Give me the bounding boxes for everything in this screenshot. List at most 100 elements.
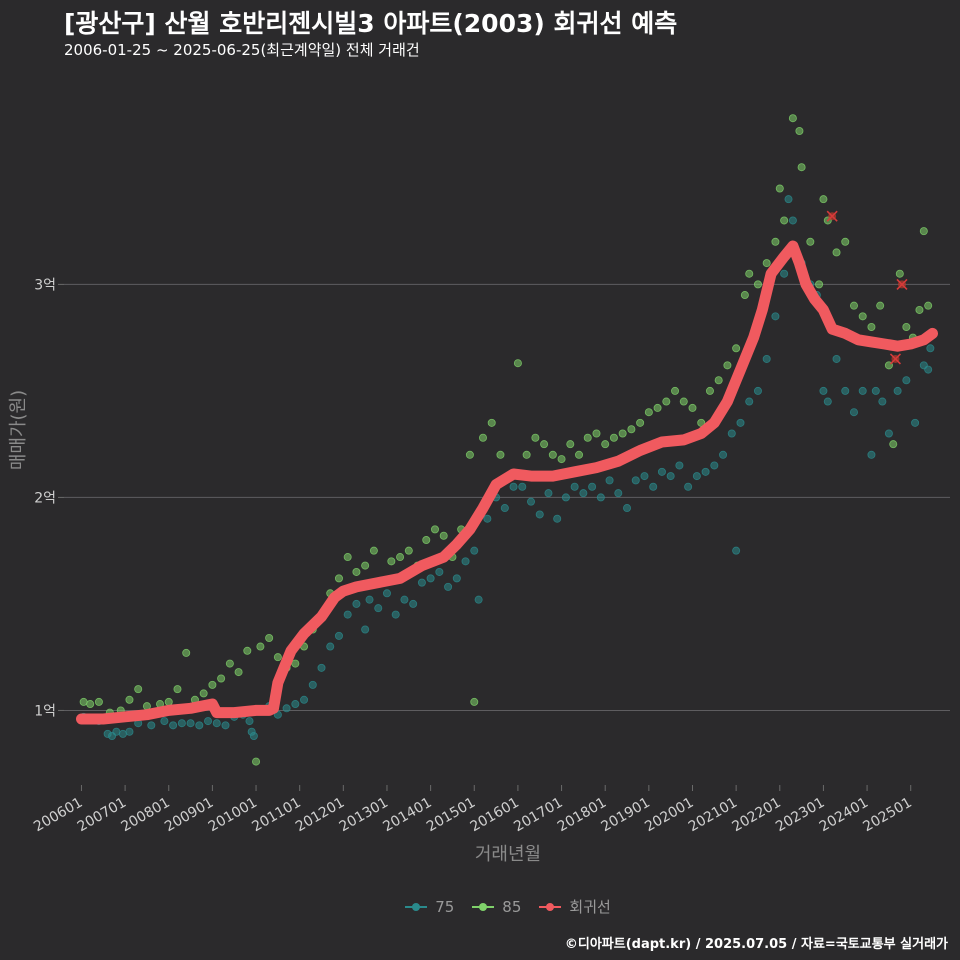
point-75-58 — [553, 514, 562, 523]
point-75-86 — [784, 195, 793, 204]
point-75-78 — [727, 429, 736, 438]
point-85-92 — [849, 301, 858, 310]
point-75-43 — [426, 574, 435, 583]
point-75-101 — [893, 386, 902, 395]
point-75-96 — [858, 386, 867, 395]
point-85-67 — [662, 397, 671, 406]
point-85-2 — [94, 697, 103, 706]
point-85-6 — [134, 685, 143, 694]
point-75-52 — [500, 504, 509, 513]
y-tick-layer: 1억 2억 3억 — [34, 277, 56, 719]
point-85-59 — [592, 429, 601, 438]
point-75-44 — [435, 567, 444, 576]
point-85-99 — [902, 322, 911, 331]
point-85-24 — [291, 659, 300, 668]
point-85-79 — [762, 259, 771, 268]
point-75-77 — [719, 450, 728, 459]
point-85-85 — [797, 163, 806, 172]
x-tick-label: 201701 — [511, 795, 565, 836]
point-85-39 — [422, 536, 431, 545]
point-75-106 — [926, 344, 935, 353]
x-tick-label: 202001 — [642, 795, 696, 836]
x-tick-label: 201501 — [424, 795, 478, 836]
legend-regression-label: 회귀선 — [569, 898, 611, 916]
point-85-75 — [732, 344, 741, 353]
point-75-30 — [317, 663, 326, 672]
x-tick-label: 201801 — [555, 795, 609, 836]
point-75-71 — [666, 472, 675, 481]
point-75-32 — [334, 631, 343, 640]
point-75-27 — [291, 700, 300, 709]
point-85-36 — [396, 553, 405, 562]
point-75-105 — [924, 365, 933, 374]
source-credit: ©디아파트(dapt.kr) / 2025.07.05 / 자료=국토교통부 실… — [564, 937, 948, 952]
legend-item-regression[interactable]: 회귀선 — [539, 896, 611, 917]
point-85-22 — [273, 653, 282, 662]
x-tick-label: 201001 — [206, 795, 260, 836]
point-85-72 — [705, 386, 714, 395]
point-85-83 — [788, 114, 797, 123]
point-75-11 — [169, 721, 178, 730]
legend-85-dot — [479, 902, 488, 911]
point-75-6 — [118, 729, 127, 738]
point-85-17 — [234, 668, 243, 677]
point-75-59 — [561, 493, 570, 502]
point-75-61 — [579, 489, 588, 498]
point-85-58 — [583, 433, 592, 442]
x-tick-label: 200601 — [31, 795, 85, 836]
point-75-92 — [823, 397, 832, 406]
regression-layer — [76, 240, 938, 725]
point-75-47 — [461, 557, 470, 566]
point-75-60 — [570, 482, 579, 491]
point-75-39 — [391, 610, 400, 619]
point-75-49 — [474, 595, 483, 604]
point-85-54 — [548, 450, 557, 459]
point-85-94 — [867, 322, 876, 331]
point-85-21 — [265, 634, 274, 643]
legend-75-marker-icon — [405, 901, 428, 913]
point-75-102 — [902, 376, 911, 385]
point-85-20 — [256, 642, 265, 651]
point-85-50 — [513, 359, 522, 368]
point-85-47 — [487, 418, 496, 427]
x-tick-label: 202101 — [686, 795, 740, 836]
point-85-97 — [889, 440, 898, 449]
highlight-marker-0 — [826, 210, 838, 222]
point-75-103 — [911, 418, 920, 427]
point-75-98 — [871, 386, 880, 395]
point-75-84 — [771, 312, 780, 321]
point-75-75 — [701, 467, 710, 476]
point-75-55 — [527, 497, 536, 506]
point-75-54 — [518, 482, 527, 491]
point-75-22 — [249, 732, 258, 741]
point-85-90 — [832, 248, 841, 257]
point-75-72 — [675, 461, 684, 470]
x-tick-label: 200801 — [118, 795, 172, 836]
point-85-19 — [252, 757, 261, 766]
point-85-5 — [125, 695, 134, 704]
point-75-87 — [788, 216, 797, 225]
point-85-16 — [225, 659, 234, 668]
point-75-100 — [884, 429, 893, 438]
point-85-37 — [404, 546, 413, 555]
point-85-70 — [688, 403, 697, 412]
point-75-38 — [382, 589, 391, 598]
point-75-95 — [849, 408, 858, 417]
grid-layer — [58, 283, 950, 711]
point-75-73 — [684, 482, 693, 491]
legend-item-75[interactable]: 75 — [405, 896, 454, 917]
point-75-48 — [470, 546, 479, 555]
legend: 75 85 회귀선 — [0, 896, 960, 917]
point-85-33 — [369, 546, 378, 555]
point-75-69 — [649, 482, 658, 491]
point-85-66 — [653, 403, 662, 412]
point-85-55 — [557, 455, 566, 464]
point-85-57 — [575, 450, 584, 459]
legend-item-85[interactable]: 85 — [472, 896, 521, 917]
point-85-84 — [795, 126, 804, 135]
point-layer — [79, 114, 935, 766]
point-75-16 — [212, 719, 221, 728]
point-85-41 — [439, 531, 448, 540]
point-85-76 — [740, 291, 749, 300]
point-75-34 — [352, 599, 361, 608]
